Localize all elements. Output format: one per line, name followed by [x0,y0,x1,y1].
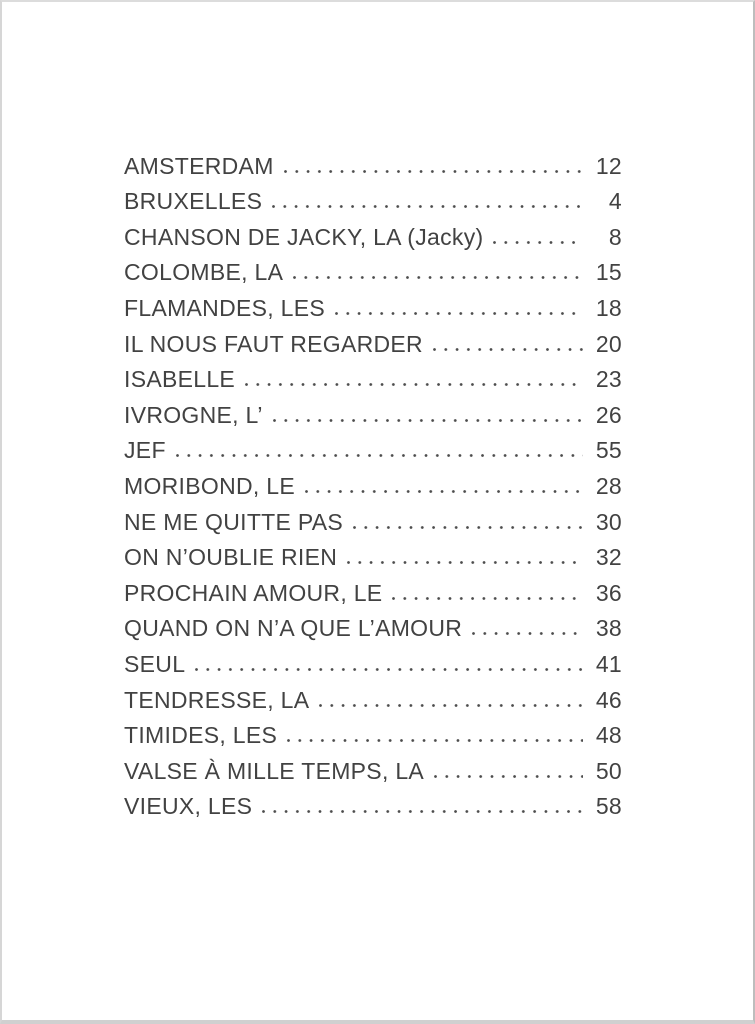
toc-entry: VIEUX, LES 58 [124,783,622,819]
page-number: 36 [595,579,622,606]
song-title: PROCHAIN AMOUR, LE [124,579,383,606]
dot-leader [432,347,583,351]
toc-entry: FLAMANDES, LES 18 [124,284,622,320]
dot-leader [434,774,583,778]
dot-leader [493,240,583,244]
toc-entry: QUAND ON N’A QUE L’AMOUR 38 [124,605,622,641]
dot-leader [283,169,583,173]
toc-entry: ISABELLE 23 [124,356,622,392]
page-number: 18 [595,294,622,321]
toc-entry: TIMIDES, LES 48 [124,712,622,748]
toc-entry: TENDRESSE, LA 46 [124,676,622,712]
song-title: NE ME QUITTE PAS [124,508,344,535]
dot-leader [353,525,583,529]
song-title: SEUL [124,650,186,677]
dot-leader [195,667,583,671]
song-title: QUAND ON N’A QUE L’AMOUR [124,615,463,642]
page-number: 55 [595,437,622,464]
toc-entry: VALSE À MILLE TEMPS, LA 50 [124,747,622,783]
page-number: 23 [595,366,622,393]
toc-entry: CHANSON DE JACKY, LA (Jacky) 8 [124,213,622,249]
dot-leader [472,632,583,636]
page-number: 41 [595,650,622,677]
page-number: 4 [608,188,622,215]
toc-entry: AMSTERDAM 12 [124,142,622,178]
song-title: CHANSON DE JACKY, LA (Jacky) [124,223,484,250]
song-title: IVROGNE, L’ [124,401,263,428]
song-title: COLOMBE, LA [124,259,284,286]
page-number: 46 [595,686,622,713]
dot-leader [347,561,583,565]
page-number: 8 [608,223,622,250]
song-title: ISABELLE [124,366,236,393]
toc-entry: IVROGNE, L’ 26 [124,391,622,427]
dot-leader [175,454,583,458]
toc-entry: COLOMBE, LA 15 [124,249,622,285]
page-number: 30 [595,508,622,535]
dot-leader [319,703,583,707]
toc-entry: MORIBOND, LE 28 [124,462,622,498]
song-title: FLAMANDES, LES [124,294,326,321]
toc-entry: IL NOUS FAUT REGARDER 20 [124,320,622,356]
song-title: VALSE À MILLE TEMPS, LA [124,757,425,784]
song-title: TIMIDES, LES [124,722,278,749]
dot-leader [392,596,583,600]
dot-leader [245,383,583,387]
page-number: 28 [595,472,622,499]
dot-leader [287,739,583,743]
song-title: ON N’OUBLIE RIEN [124,544,338,571]
page-number: 20 [595,330,622,357]
song-title: MORIBOND, LE [124,472,296,499]
dot-leader [305,489,583,493]
dot-leader [293,276,583,280]
page-number: 38 [595,615,622,642]
toc-list: AMSTERDAM 12 BRUXELLES 4 CHANSON DE JACK… [124,142,622,818]
page-number: 32 [595,544,622,571]
dot-leader [262,810,583,814]
dot-leader [272,205,583,209]
toc-entry: SEUL 41 [124,640,622,676]
toc-entry: PROCHAIN AMOUR, LE 36 [124,569,622,605]
page-number: 50 [595,757,622,784]
toc-entry: NE ME QUITTE PAS 30 [124,498,622,534]
page-number: 12 [595,152,622,179]
song-title: VIEUX, LES [124,793,253,820]
song-title: AMSTERDAM [124,152,274,179]
song-title: JEF [124,437,166,464]
page-number: 15 [595,259,622,286]
page-number: 26 [595,401,622,428]
page-number: 48 [595,722,622,749]
song-title: TENDRESSE, LA [124,686,310,713]
toc-entry: BRUXELLES 4 [124,178,622,214]
page-number: 58 [595,793,622,820]
dot-leader [272,418,583,422]
song-title: IL NOUS FAUT REGARDER [124,330,423,357]
toc-entry: ON N’OUBLIE RIEN 32 [124,534,622,570]
dot-leader [335,311,583,315]
toc-entry: JEF 55 [124,427,622,463]
song-title: BRUXELLES [124,188,263,215]
